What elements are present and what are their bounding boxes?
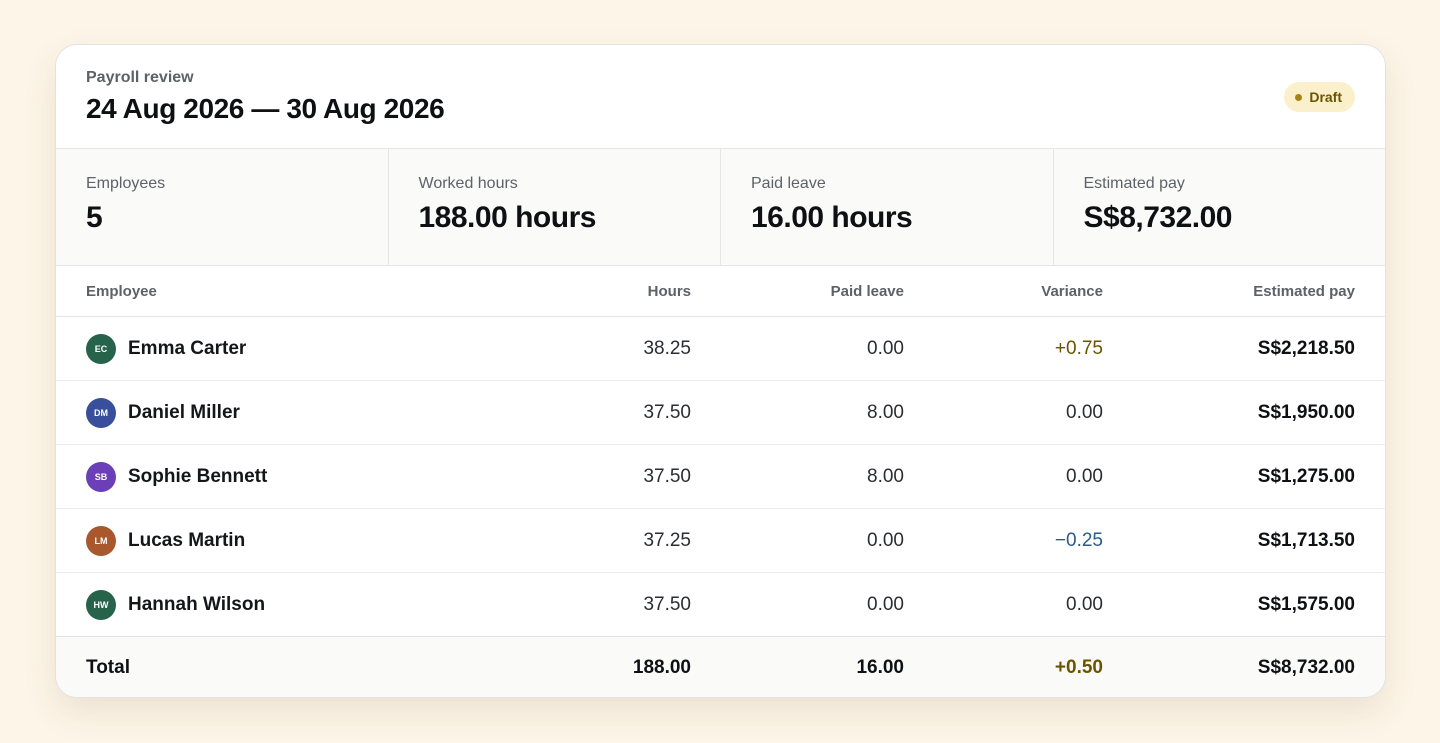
paid-leave-cell: 0.00 [867,337,904,359]
stat-employees: Employees 5 [56,149,389,265]
stat-label: Worked hours [418,175,518,192]
total-label: Total [86,656,130,678]
table-header: Employee Hours Paid leave Variance Estim… [56,266,1385,317]
employee-name[interactable]: Hannah Wilson [128,593,266,615]
total-row: Total 188.00 16.00 +0.50 S$8,732.00 [56,637,1385,697]
stat-value: 188.00 hours [418,201,597,234]
column-header-paid-leave[interactable]: Paid leave [830,282,904,300]
total-estimated-pay: S$8,732.00 [1257,656,1355,678]
employee-name[interactable]: Lucas Martin [128,529,246,551]
table-row[interactable]: DM Daniel Miller 37.50 8.00 0.00 S$1,950… [56,381,1385,445]
total-hours: 188.00 [632,656,691,678]
avatar: DM [86,397,116,428]
employee-cell: SB Sophie Bennett [86,461,486,492]
total-variance: +0.50 [1054,656,1103,678]
stat-label: Paid leave [751,175,826,192]
hours-cell: 37.50 [643,465,691,487]
status-badge: Draft [1284,82,1355,112]
stat-value: 16.00 hours [751,201,913,234]
employee-name[interactable]: Emma Carter [128,337,247,359]
column-header-hours[interactable]: Hours [647,282,691,300]
stat-worked-hours: Worked hours 188.00 hours [389,149,721,265]
table-row[interactable]: EC Emma Carter 38.25 0.00 +0.75 S$2,218.… [56,317,1385,381]
employee-cell: LM Lucas Martin [86,525,486,556]
status-dot-icon [1295,93,1303,101]
employee-cell: DM Daniel Miller [86,397,486,428]
hours-cell: 37.50 [643,593,691,615]
card-header: Payroll review 24 Aug 2026 — 30 Aug 2026… [56,45,1385,149]
paid-leave-cell: 8.00 [867,465,904,487]
payroll-table: Employee Hours Paid leave Variance Estim… [56,266,1385,697]
table-row[interactable]: HW Hannah Wilson 37.50 0.00 0.00 S$1,575… [56,573,1385,637]
avatar: EC [86,333,116,364]
total-paid-leave: 16.00 [856,656,904,678]
variance-cell: 0.00 [1066,593,1103,615]
variance-cell: 0.00 [1066,401,1103,423]
hours-cell: 38.25 [643,337,691,359]
stat-value: S$8,732.00 [1083,201,1233,234]
summary-stats: Employees 5 Worked hours 188.00 hours Pa… [56,149,1385,266]
estimated-pay-cell: S$1,575.00 [1257,593,1355,615]
estimated-pay-cell: S$1,713.50 [1257,529,1355,551]
column-header-employee[interactable]: Employee [86,282,157,300]
stat-paid-leave: Paid leave 16.00 hours [721,149,1054,265]
column-header-estimated-pay[interactable]: Estimated pay [1253,282,1355,300]
avatar: SB [86,461,116,492]
paid-leave-cell: 0.00 [867,593,904,615]
variance-cell: +0.75 [1054,337,1103,359]
stat-value: 5 [86,201,103,234]
column-header-variance[interactable]: Variance [1041,282,1103,300]
hours-cell: 37.50 [643,401,691,423]
estimated-pay-cell: S$1,950.00 [1257,401,1355,423]
page-eyebrow: Payroll review [86,69,194,86]
page-title: 24 Aug 2026 — 30 Aug 2026 [86,93,445,124]
estimated-pay-cell: S$2,218.50 [1257,337,1355,359]
payroll-review-card: Payroll review 24 Aug 2026 — 30 Aug 2026… [55,44,1386,698]
employee-name[interactable]: Daniel Miller [128,401,240,423]
paid-leave-cell: 8.00 [867,401,904,423]
variance-cell: −0.25 [1054,529,1103,551]
avatar: HW [86,589,116,620]
avatar: LM [86,525,116,556]
estimated-pay-cell: S$1,275.00 [1257,465,1355,487]
stat-estimated-pay: Estimated pay S$8,732.00 [1054,149,1386,265]
stat-label: Estimated pay [1083,175,1185,192]
table-row[interactable]: SB Sophie Bennett 37.50 8.00 0.00 S$1,27… [56,445,1385,509]
paid-leave-cell: 0.00 [867,529,904,551]
table-row[interactable]: LM Lucas Martin 37.25 0.00 −0.25 S$1,713… [56,509,1385,573]
employee-cell: HW Hannah Wilson [86,589,486,620]
variance-cell: 0.00 [1066,465,1103,487]
employee-cell: EC Emma Carter [86,333,486,364]
employee-name[interactable]: Sophie Bennett [128,465,268,487]
stat-label: Employees [86,175,166,192]
status-badge-label: Draft [1309,89,1342,105]
hours-cell: 37.25 [643,529,691,551]
